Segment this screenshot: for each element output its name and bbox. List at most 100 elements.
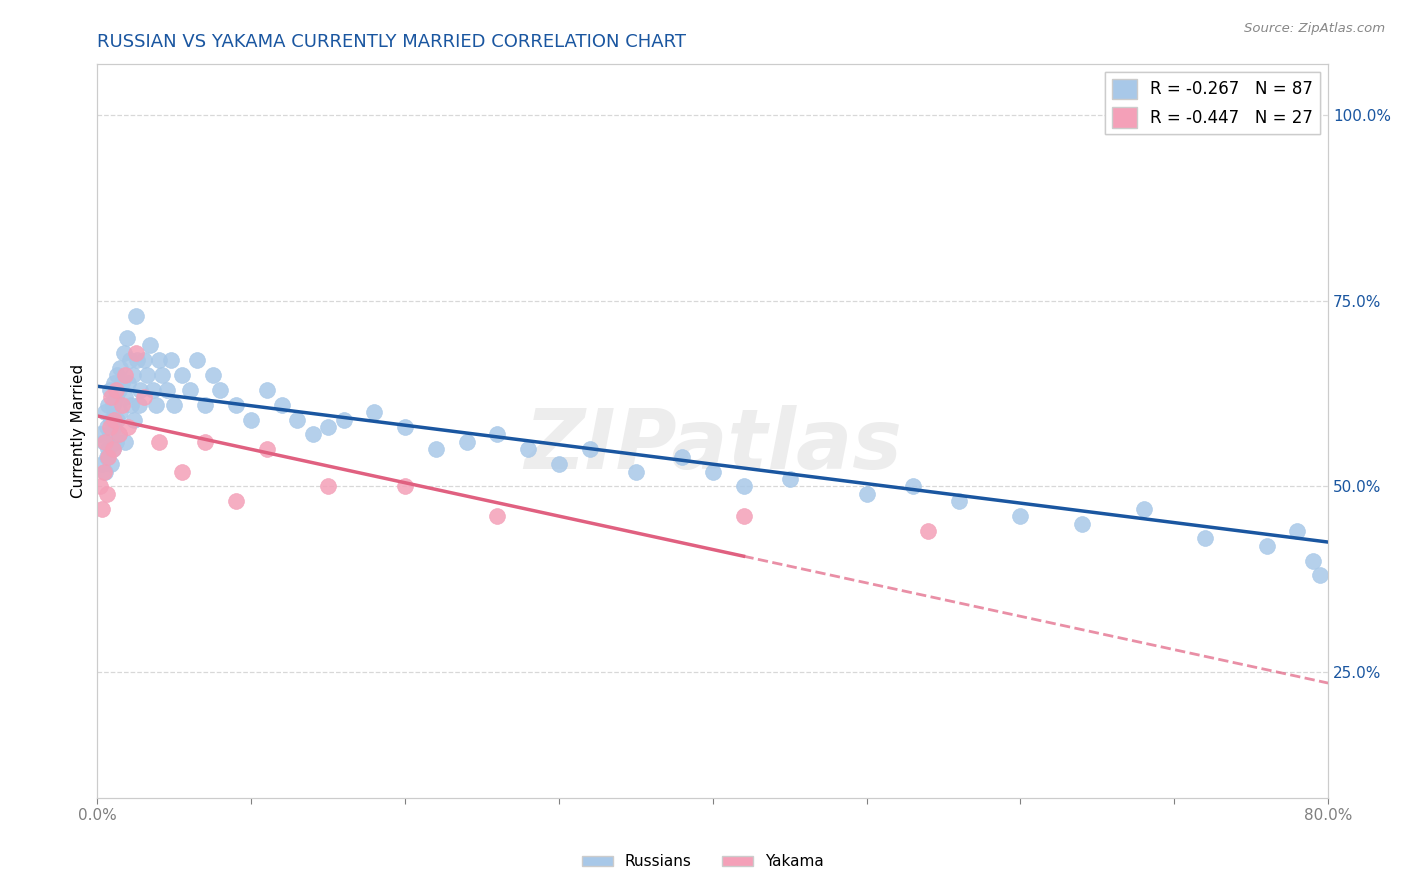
Point	[135, 368, 157, 383]
Point	[103, 376, 125, 390]
Point	[1302, 554, 1324, 568]
Point	[186, 353, 208, 368]
Point	[94, 434, 117, 449]
Point	[114, 368, 136, 383]
Point	[201, 368, 224, 383]
Point	[301, 427, 323, 442]
Point	[91, 501, 114, 516]
Point	[517, 442, 540, 457]
Point	[98, 427, 121, 442]
Text: Source: ZipAtlas.com: Source: ZipAtlas.com	[1244, 22, 1385, 36]
Point	[100, 412, 122, 426]
Point	[316, 420, 339, 434]
Point	[93, 465, 115, 479]
Point	[548, 457, 571, 471]
Point	[127, 353, 149, 368]
Point	[160, 353, 183, 368]
Point	[256, 383, 278, 397]
Point	[170, 465, 193, 479]
Point	[142, 383, 165, 397]
Point	[225, 398, 247, 412]
Point	[104, 391, 127, 405]
Point	[1071, 516, 1094, 531]
Point	[112, 346, 135, 360]
Point	[96, 487, 118, 501]
Point	[209, 383, 232, 397]
Point	[108, 383, 131, 397]
Point	[103, 420, 125, 434]
Point	[194, 398, 217, 412]
Legend: Russians, Yakama: Russians, Yakama	[576, 848, 830, 875]
Point	[285, 412, 308, 426]
Point	[132, 391, 155, 405]
Point	[179, 383, 201, 397]
Point	[125, 309, 148, 323]
Point	[89, 479, 111, 493]
Point	[456, 434, 478, 449]
Point	[1309, 568, 1331, 582]
Point	[97, 442, 120, 457]
Point	[256, 442, 278, 457]
Point	[114, 434, 136, 449]
Point	[148, 353, 170, 368]
Legend: R = -0.267   N = 87, R = -0.447   N = 27: R = -0.267 N = 87, R = -0.447 N = 27	[1105, 72, 1320, 134]
Point	[115, 331, 138, 345]
Point	[98, 420, 121, 434]
Point	[132, 353, 155, 368]
Point	[118, 353, 141, 368]
Point	[111, 376, 134, 390]
Text: ZIPatlas: ZIPatlas	[524, 405, 901, 486]
Point	[855, 487, 877, 501]
Point	[671, 450, 693, 464]
Point	[145, 398, 167, 412]
Point	[97, 398, 120, 412]
Point	[733, 479, 755, 493]
Point	[94, 465, 117, 479]
Point	[94, 405, 117, 419]
Text: RUSSIAN VS YAKAMA CURRENTLY MARRIED CORRELATION CHART: RUSSIAN VS YAKAMA CURRENTLY MARRIED CORR…	[97, 33, 686, 51]
Point	[155, 383, 177, 397]
Point	[733, 509, 755, 524]
Point	[194, 434, 217, 449]
Point	[93, 434, 115, 449]
Point	[948, 494, 970, 508]
Point	[486, 427, 509, 442]
Point	[1010, 509, 1032, 524]
Point	[394, 420, 416, 434]
Point	[96, 450, 118, 464]
Point	[103, 412, 125, 426]
Point	[425, 442, 447, 457]
Point	[394, 479, 416, 493]
Point	[316, 479, 339, 493]
Point	[1194, 532, 1216, 546]
Point	[104, 383, 127, 397]
Point	[363, 405, 385, 419]
Point	[225, 494, 247, 508]
Point	[1286, 524, 1309, 538]
Point	[89, 427, 111, 442]
Point	[125, 346, 148, 360]
Point	[105, 368, 128, 383]
Point	[101, 442, 124, 457]
Point	[578, 442, 600, 457]
Point	[486, 509, 509, 524]
Point	[624, 465, 647, 479]
Point	[121, 368, 143, 383]
Point	[901, 479, 924, 493]
Point	[129, 383, 152, 397]
Point	[128, 398, 150, 412]
Point	[101, 398, 124, 412]
Point	[1132, 501, 1154, 516]
Point	[97, 450, 120, 464]
Point	[271, 398, 294, 412]
Point	[108, 427, 131, 442]
Point	[170, 368, 193, 383]
Point	[110, 405, 132, 419]
Point	[101, 442, 124, 457]
Point	[779, 472, 801, 486]
Point	[150, 368, 173, 383]
Point	[163, 398, 186, 412]
Point	[100, 457, 122, 471]
Point	[91, 457, 114, 471]
Point	[124, 412, 146, 426]
